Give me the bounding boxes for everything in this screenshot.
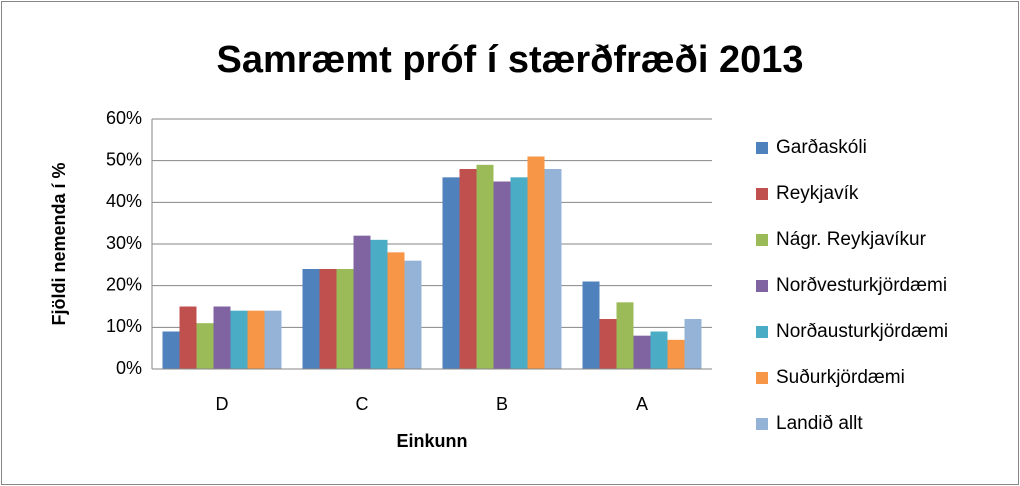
x-tick-label: C	[356, 394, 369, 414]
bar	[336, 269, 354, 369]
bar	[196, 323, 214, 369]
x-tick-label: B	[496, 394, 508, 414]
bar	[264, 310, 282, 369]
bar	[544, 169, 562, 369]
legend-swatch	[756, 326, 768, 338]
bar	[230, 310, 248, 369]
legend-label: Norðausturkjördæmi	[776, 321, 948, 342]
bar	[442, 177, 460, 369]
bar	[633, 335, 651, 369]
y-tick-label: 10%	[106, 316, 142, 336]
x-tick-label: A	[636, 394, 648, 414]
y-tick-label: 50%	[106, 149, 142, 169]
bar	[213, 306, 231, 369]
bar	[527, 156, 545, 369]
y-tick-label: 60%	[106, 108, 142, 128]
bar	[650, 331, 668, 369]
bar	[459, 169, 477, 369]
bar	[319, 269, 337, 369]
bar	[247, 310, 265, 369]
bar	[493, 181, 511, 369]
legend-label: Garðaskóli	[776, 137, 867, 158]
bar	[616, 302, 634, 369]
bar	[684, 319, 702, 369]
legend-swatch	[756, 280, 768, 292]
bar	[162, 331, 180, 369]
bar	[582, 281, 600, 369]
bar	[667, 339, 685, 369]
y-tick-label: 0%	[116, 358, 142, 378]
bar	[387, 252, 405, 369]
y-tick-label: 20%	[106, 274, 142, 294]
legend-swatch	[756, 234, 768, 246]
bar	[599, 319, 617, 369]
y-tick-label: 40%	[106, 191, 142, 211]
bar	[179, 306, 197, 369]
legend-label: Norðvesturkjördæmi	[776, 275, 947, 296]
bar	[476, 164, 494, 369]
bar	[353, 235, 371, 369]
legend-swatch	[756, 142, 768, 154]
legend-label: Landið allt	[776, 413, 863, 434]
legend-label: Suðurkjördæmi	[776, 367, 905, 388]
legend-swatch	[756, 188, 768, 200]
chart-title: Samræmt próf í stærðfræði 2013	[216, 39, 803, 81]
bar	[302, 269, 320, 369]
y-axis-label: Fjöldi nemenda í %	[49, 162, 69, 325]
bar	[404, 260, 422, 369]
legend-label: Reykjavík	[776, 183, 859, 204]
y-tick-label: 30%	[106, 233, 142, 253]
x-tick-label: D	[216, 394, 229, 414]
legend-swatch	[756, 372, 768, 384]
legend-label: Nágr. Reykjavíkur	[776, 229, 927, 250]
bar	[510, 177, 528, 369]
x-axis-label: Einkunn	[397, 431, 468, 451]
bar	[370, 239, 388, 369]
legend-swatch	[756, 418, 768, 430]
